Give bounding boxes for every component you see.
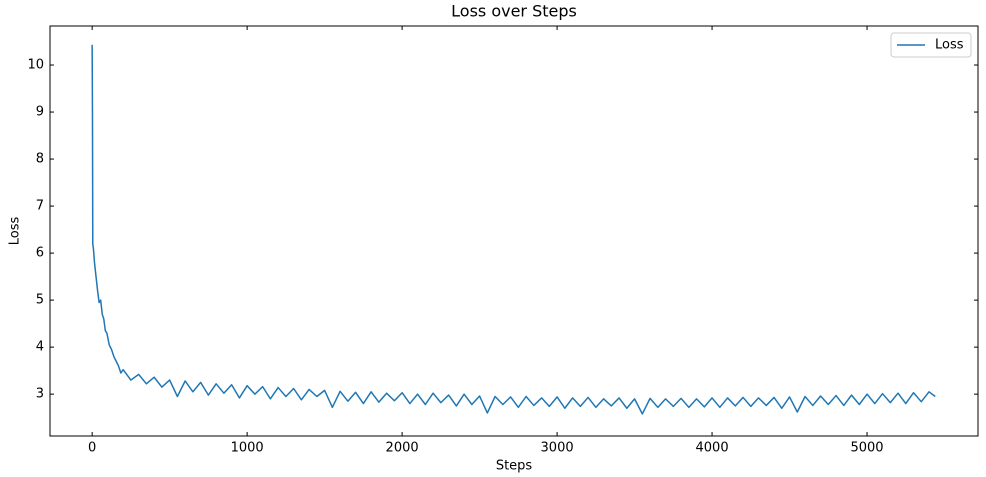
y-tick-label: 4 [36,340,44,355]
y-axis-label: Loss [8,217,23,246]
legend-box [890,32,972,58]
y-tick-label: 3 [36,387,44,402]
x-tick-label: 1000 [231,441,264,456]
chart-title: Loss over Steps [451,2,577,21]
x-tick-label: 3000 [541,441,574,456]
plot-frame [49,25,979,437]
x-tick-label: 0 [88,441,96,456]
legend-label: Loss [935,38,964,53]
x-tick-label: 4000 [696,441,729,456]
y-tick-label: 9 [36,105,44,120]
y-tick-label: 6 [36,246,44,261]
y-tick-label: 8 [36,152,44,167]
y-tick-label: 5 [36,293,44,308]
x-tick-label: 2000 [386,441,419,456]
y-tick-label: 10 [27,58,44,73]
loss-line [91,44,936,415]
y-tick-label: 7 [36,199,44,214]
x-tick-label: 5000 [850,441,883,456]
x-axis-label: Steps [496,459,533,474]
